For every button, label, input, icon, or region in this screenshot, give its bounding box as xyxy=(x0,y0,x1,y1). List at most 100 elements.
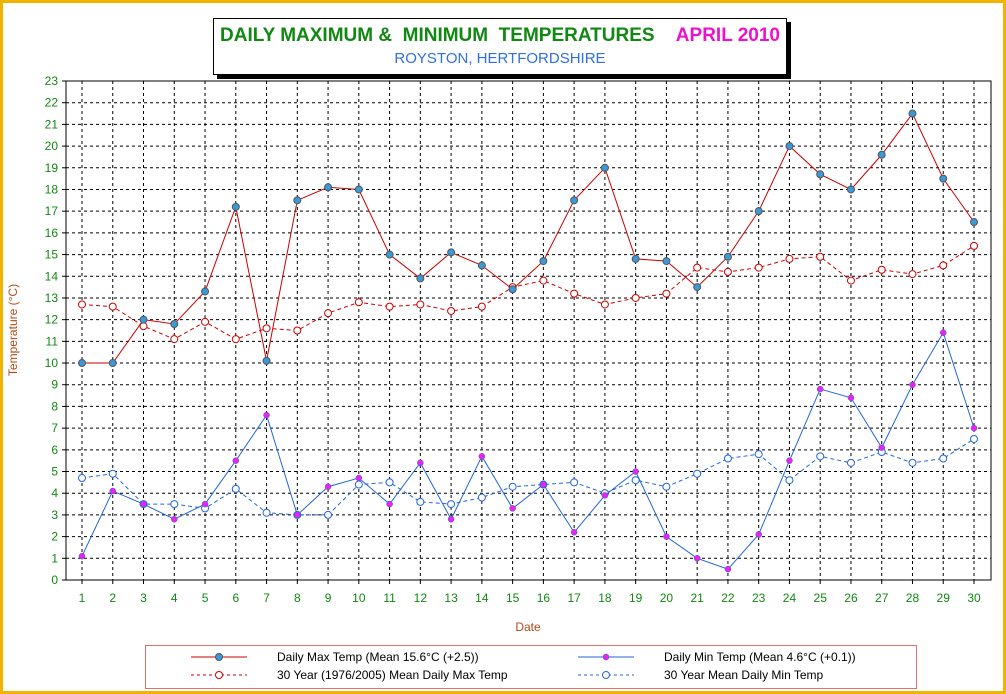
x-tick-label: 19 xyxy=(629,591,643,605)
y-tick-label: 17 xyxy=(45,204,59,218)
series-0-point xyxy=(170,319,179,328)
chart-title-month: APRIL 2010 xyxy=(675,25,780,46)
x-tick-label: 24 xyxy=(783,591,797,605)
series-3-point xyxy=(570,478,579,487)
series-1-point xyxy=(877,265,886,274)
series-2-point xyxy=(632,468,639,475)
series-3-point xyxy=(723,454,732,463)
series-1-point xyxy=(477,302,486,311)
series-3-point xyxy=(816,452,825,461)
series-3-point xyxy=(908,458,917,467)
series-1-point xyxy=(662,289,671,298)
series-0-point xyxy=(385,250,394,259)
series-2-point xyxy=(232,457,240,464)
series-2-point xyxy=(140,500,147,508)
x-tick-label: 6 xyxy=(232,591,239,605)
series-3-point xyxy=(108,469,117,478)
y-tick-label: 1 xyxy=(51,551,58,565)
series-1-point xyxy=(293,326,302,335)
series-1-point xyxy=(262,324,271,333)
series-3-point xyxy=(447,500,456,509)
y-tick-label: 2 xyxy=(51,530,58,544)
series-1-point xyxy=(385,302,394,311)
series-0-point xyxy=(262,356,271,365)
x-tick-label: 10 xyxy=(352,591,366,605)
series-3-point xyxy=(693,469,702,478)
series-2-point xyxy=(970,424,978,432)
y-tick-label: 8 xyxy=(51,399,58,413)
y-tick-label: 22 xyxy=(45,96,59,110)
series-2-point xyxy=(263,411,270,419)
y-tick-label: 5 xyxy=(51,465,58,479)
legend-label-max-30yr: 30 Year (1976/2005) Mean Daily Max Temp xyxy=(277,668,508,682)
x-tick-label: 20 xyxy=(660,591,674,605)
series-1-point xyxy=(846,276,855,285)
series-0-point xyxy=(324,183,333,192)
series-1-point xyxy=(354,298,363,307)
x-tick-label: 4 xyxy=(171,591,178,605)
series-1-point xyxy=(939,261,948,270)
series-line-2 xyxy=(81,331,975,570)
series-0-point xyxy=(908,109,917,118)
series-1-point xyxy=(447,306,456,315)
x-tick-label: 5 xyxy=(202,591,209,605)
series-0-point xyxy=(416,274,425,283)
series-1-point xyxy=(754,263,763,272)
series-0-point xyxy=(477,261,486,270)
series-2-point xyxy=(755,531,762,538)
series-2-point xyxy=(786,457,793,464)
grid xyxy=(62,80,992,584)
series-1-point xyxy=(78,300,86,309)
legend-swatch-max xyxy=(191,653,247,661)
y-axis-label: Temperature (°C) xyxy=(6,283,20,377)
x-tick-label: 3 xyxy=(140,591,147,605)
x-tick-label: 7 xyxy=(263,591,270,605)
series-2-point xyxy=(201,500,209,508)
x-tick-label: 30 xyxy=(967,591,981,605)
y-tick-label: 13 xyxy=(45,291,59,305)
series-0-point xyxy=(816,170,825,179)
series-0-point xyxy=(754,207,763,216)
series-0-point xyxy=(723,252,732,261)
series-2-point xyxy=(324,483,332,490)
chart-subtitle: ROYSTON, HERTFORDSHIRE xyxy=(394,50,606,67)
x-tick-label: 12 xyxy=(414,591,428,605)
series-2-point xyxy=(724,565,732,573)
series-3-point xyxy=(508,482,517,491)
y-tick-label: 11 xyxy=(46,334,59,348)
y-tick-label: 21 xyxy=(45,117,59,131)
x-tick-label: 28 xyxy=(906,591,920,605)
series-1-point xyxy=(631,293,640,302)
y-tick-label: 6 xyxy=(51,443,58,457)
series-0-point xyxy=(785,142,794,151)
series-0-point xyxy=(231,202,240,211)
y-tick-label: 4 xyxy=(51,486,58,500)
x-tick-label: 2 xyxy=(109,591,116,605)
legend-swatch-max-30yr xyxy=(191,671,247,679)
y-tick-label: 14 xyxy=(45,269,59,283)
y-tick-label: 7 xyxy=(51,421,58,435)
x-tick-label: 21 xyxy=(690,591,704,605)
series-3-point xyxy=(170,500,179,509)
series-2-point xyxy=(693,555,701,562)
x-tick-label: 16 xyxy=(537,591,551,605)
x-tick-label: 23 xyxy=(752,591,766,605)
series-2-point xyxy=(878,444,885,451)
series-1-point xyxy=(539,276,548,285)
series-0-point xyxy=(78,359,86,368)
y-tick-label: 0 xyxy=(51,573,58,587)
y-tick-label: 12 xyxy=(45,313,59,327)
series-2-point xyxy=(294,511,301,519)
series-2-point xyxy=(417,459,424,467)
series-3-point xyxy=(754,450,763,459)
series-2-point xyxy=(816,385,824,393)
series-2-point xyxy=(939,329,947,336)
series-3-point xyxy=(662,482,671,491)
series-layer xyxy=(78,109,978,573)
series-3-point xyxy=(477,493,486,502)
series-1-point xyxy=(108,302,117,311)
series-0-point xyxy=(877,150,886,159)
series-3-point xyxy=(846,458,855,467)
legend-swatch-min xyxy=(578,653,634,661)
